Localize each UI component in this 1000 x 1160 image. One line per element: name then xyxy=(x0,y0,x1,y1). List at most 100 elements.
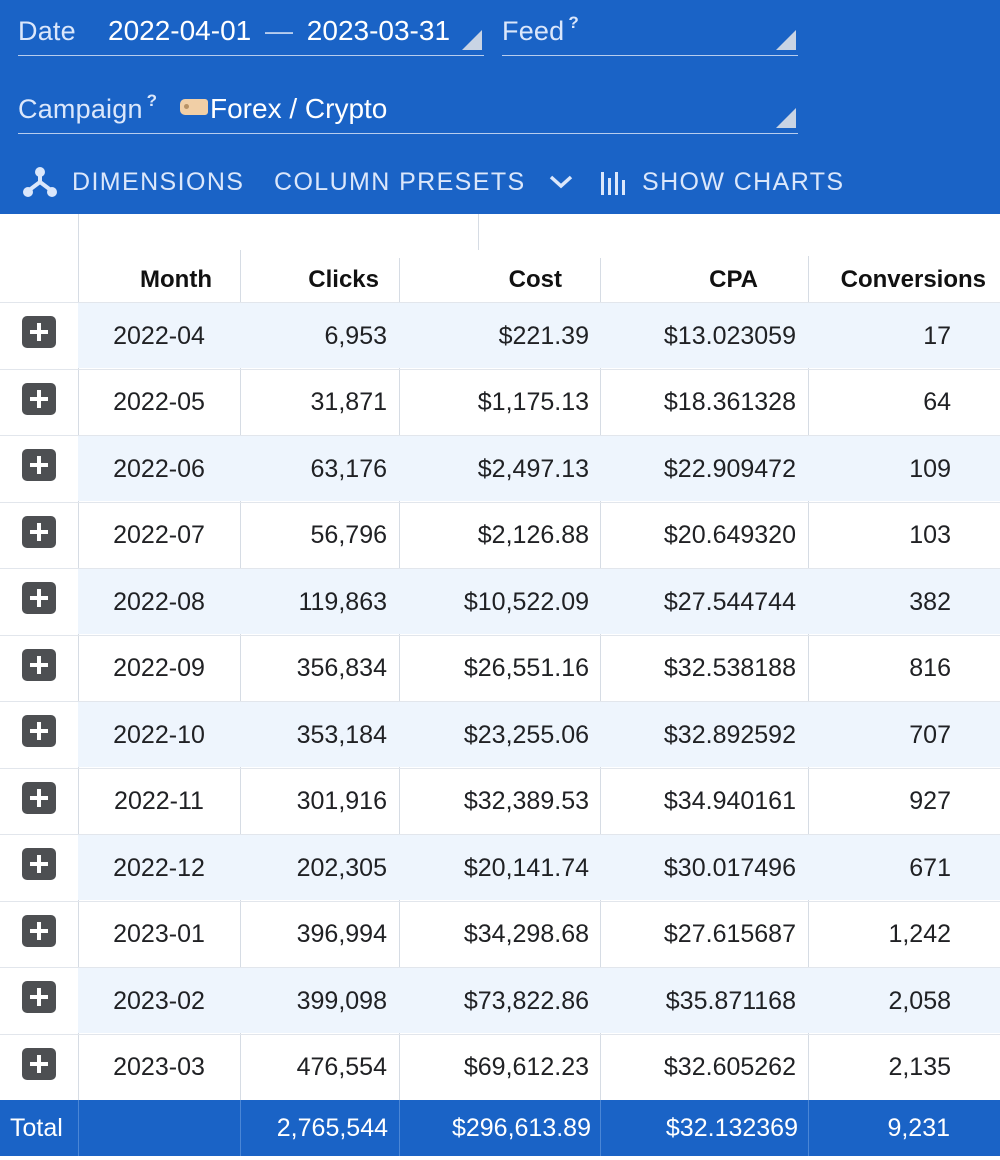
total-label: Total xyxy=(10,1113,63,1142)
cell-clicks: 356,834 xyxy=(296,654,387,682)
table-row[interactable]: 2022-04 6,953 $221.39 $13.023059 17 xyxy=(0,302,1000,368)
table-row[interactable]: 2022-07 56,796 $2,126.88 $20.649320 103 xyxy=(0,501,1000,568)
filter-panel: Date 2022-04-01 — 2023-03-31 Feed? Campa… xyxy=(0,0,1000,214)
divider xyxy=(78,250,79,1100)
column-header-month[interactable]: Month xyxy=(140,266,212,293)
expand-row-plus-icon[interactable] xyxy=(22,914,56,947)
date-range-field[interactable]: Date 2022-04-01 — 2023-03-31 xyxy=(18,15,484,56)
row-background xyxy=(78,702,1000,767)
cell-month: 2022-11 xyxy=(114,787,204,815)
date-label: Date xyxy=(18,16,76,46)
column-header-clicks[interactable]: Clicks xyxy=(308,266,379,293)
chevron-down-icon xyxy=(549,175,572,189)
cell-cost: $23,255.06 xyxy=(463,720,589,749)
dropdown-arrow-icon[interactable] xyxy=(776,108,796,128)
table-row[interactable]: 2022-05 31,871 $1,175.13 $18.361328 64 xyxy=(0,368,1000,435)
cell-month: 2023-02 xyxy=(113,986,205,1015)
cell-cpa: $34.940161 xyxy=(663,787,796,815)
expand-row-plus-icon[interactable] xyxy=(22,515,56,548)
table-row[interactable]: 2022-06 63,176 $2,497.13 $22.909472 109 xyxy=(0,435,1000,501)
cell-month: 2022-10 xyxy=(113,720,205,749)
expand-row-plus-icon[interactable] xyxy=(22,648,56,681)
table-row[interactable]: 2022-10 353,184 $23,255.06 $32.892592 707 xyxy=(0,701,1000,767)
cell-month: 2023-01 xyxy=(113,920,205,948)
table-row[interactable]: 2022-12 202,305 $20,141.74 $30.017496 671 xyxy=(0,834,1000,900)
table-row[interactable]: 2022-11 301,916 $32,389.53 $34.940161 927 xyxy=(0,767,1000,834)
expand-row-plus-icon[interactable] xyxy=(22,582,56,614)
cell-cpa: $27.544744 xyxy=(663,587,796,616)
table-row[interactable]: 2023-03 476,554 $69,612.23 $32.605262 2,135 xyxy=(0,1033,1000,1100)
feed-select[interactable]: Feed? xyxy=(502,13,798,56)
divider xyxy=(600,1100,601,1156)
cell-cpa: $32.892592 xyxy=(663,720,796,749)
divider xyxy=(240,250,241,1100)
help-icon[interactable]: ? xyxy=(568,13,579,32)
cell-clicks: 353,184 xyxy=(296,720,387,749)
cell-conversions: 382 xyxy=(909,587,951,616)
tag-icon xyxy=(180,99,208,115)
cell-cost: $1,175.13 xyxy=(477,388,589,416)
cell-cost: $32,389.53 xyxy=(463,787,589,815)
cell-month: 2022-06 xyxy=(113,454,205,483)
cell-month: 2022-04 xyxy=(113,321,205,350)
table-row[interactable]: 2022-09 356,834 $26,551.16 $32.538188 816 xyxy=(0,634,1000,701)
cell-month: 2023-03 xyxy=(113,1053,205,1081)
total-cost: $296,613.89 xyxy=(451,1113,591,1142)
cell-cost: $2,126.88 xyxy=(477,521,589,549)
table-row[interactable]: 2022-08 119,863 $10,522.09 $27.544744 382 xyxy=(0,568,1000,634)
expand-row-plus-icon[interactable] xyxy=(22,981,56,1013)
cell-clicks: 56,796 xyxy=(310,521,387,549)
date-range-value[interactable]: 2022-04-01 — 2023-03-31 xyxy=(108,15,450,47)
expand-row-plus-icon[interactable] xyxy=(22,382,56,415)
show-charts-button[interactable]: SHOW CHARTS xyxy=(600,164,844,200)
column-presets-button[interactable]: COLUMN PRESETS xyxy=(274,164,576,200)
expand-row-plus-icon[interactable] xyxy=(22,848,56,880)
expand-row-plus-icon[interactable] xyxy=(22,1047,56,1080)
row-background xyxy=(78,569,1000,634)
hierarchy-icon xyxy=(23,167,57,197)
report-table: Month Clicks Cost CPA Conversions 2022-0… xyxy=(0,214,1000,1160)
dimensions-button[interactable]: DIMENSIONS xyxy=(22,164,244,200)
cell-month: 2022-08 xyxy=(113,587,205,616)
cell-month: 2022-05 xyxy=(113,388,205,416)
total-clicks: 2,765,544 xyxy=(276,1113,388,1142)
cell-cpa: $30.017496 xyxy=(663,853,796,882)
expand-row-plus-icon[interactable] xyxy=(22,449,56,481)
date-end: 2023-03-31 xyxy=(306,15,451,46)
column-header-conversions[interactable]: Conversions xyxy=(840,266,986,293)
column-header-cpa[interactable]: CPA xyxy=(709,266,758,293)
row-background xyxy=(78,303,1000,368)
campaign-select[interactable]: Campaign? Forex / Crypto xyxy=(18,91,798,134)
column-header-cost[interactable]: Cost xyxy=(508,266,562,293)
column-presets-label: COLUMN PRESETS xyxy=(274,167,526,196)
dropdown-arrow-icon[interactable] xyxy=(776,30,796,50)
expand-row-plus-icon[interactable] xyxy=(22,316,56,348)
cell-cost: $26,551.16 xyxy=(463,654,589,682)
cell-cpa: $27.615687 xyxy=(663,920,796,948)
cell-cost: $69,612.23 xyxy=(463,1053,589,1081)
total-row: Total 2,765,544 $296,613.89 $32.132369 9… xyxy=(0,1100,1000,1156)
divider xyxy=(78,214,79,250)
date-separator: — xyxy=(265,15,294,46)
table-row[interactable]: 2023-01 396,994 $34,298.68 $27.615687 1,242 xyxy=(0,900,1000,967)
divider xyxy=(78,1100,79,1156)
cell-clicks: 301,916 xyxy=(296,787,387,815)
cell-cpa: $20.649320 xyxy=(663,521,796,549)
row-background xyxy=(78,968,1000,1033)
divider xyxy=(399,1100,400,1156)
help-icon[interactable]: ? xyxy=(146,91,158,110)
table-row[interactable]: 2023-02 399,098 $73,822.86 $35.871168 2,058 xyxy=(0,967,1000,1033)
campaign-value[interactable]: Forex / Crypto xyxy=(180,93,387,125)
cell-conversions: 17 xyxy=(923,321,951,350)
cell-month: 2022-09 xyxy=(113,654,205,682)
show-charts-label: SHOW CHARTS xyxy=(642,167,845,196)
divider xyxy=(808,1100,809,1156)
divider xyxy=(808,256,809,1100)
cell-cost: $20,141.74 xyxy=(463,853,589,882)
expand-row-plus-icon[interactable] xyxy=(22,781,56,814)
expand-row-plus-icon[interactable] xyxy=(22,715,56,747)
cell-conversions: 109 xyxy=(909,454,951,483)
campaign-chip-label: Forex / Crypto xyxy=(210,93,388,124)
row-background xyxy=(78,436,1000,501)
dropdown-arrow-icon[interactable] xyxy=(462,30,482,50)
